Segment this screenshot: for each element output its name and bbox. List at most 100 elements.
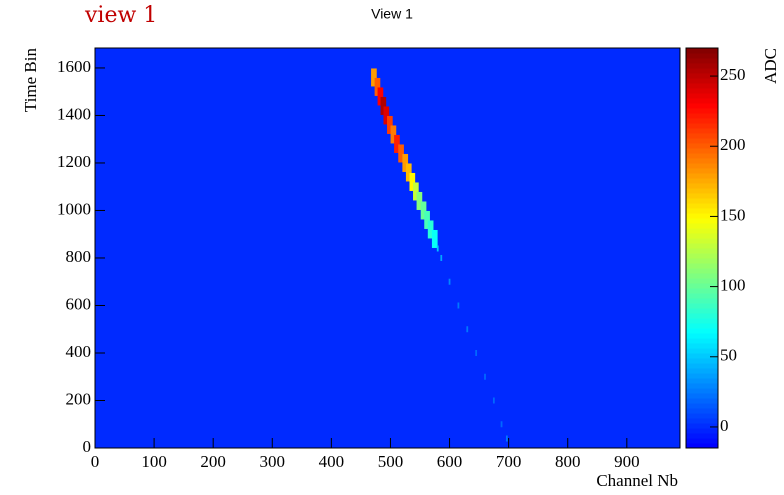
hit	[457, 302, 460, 309]
colorbar-band	[686, 172, 718, 179]
colorbar-band	[686, 357, 718, 364]
colorbar-band	[686, 82, 718, 89]
colorbar-band	[686, 137, 718, 144]
hit	[416, 191, 423, 210]
colorbar-band	[686, 442, 718, 449]
colorbar-band	[686, 252, 718, 259]
colorbar-band	[686, 232, 718, 239]
colorbar-band	[686, 367, 718, 374]
x-tick-label: 100	[141, 452, 167, 471]
colorbar-band	[686, 112, 718, 119]
colorbar-band	[686, 77, 718, 84]
hit	[427, 220, 434, 239]
chart-title: View 1	[371, 6, 413, 22]
colorbar-band	[686, 187, 718, 194]
hit	[409, 172, 416, 191]
y-tick-label: 0	[83, 437, 92, 456]
colorbar-band	[686, 332, 718, 339]
y-tick-label: 1400	[57, 104, 91, 123]
y-tick-label: 200	[66, 389, 92, 408]
colorbar-band	[686, 182, 718, 189]
hit	[466, 326, 469, 333]
x-axis-label: Channel Nb	[596, 471, 678, 490]
x-tick-label: 600	[437, 452, 463, 471]
colorbar-band	[686, 132, 718, 139]
colorbar-band	[686, 327, 718, 334]
colorbar-band	[686, 97, 718, 104]
x-tick-label: 300	[260, 452, 286, 471]
x-tick-label: 800	[555, 452, 581, 471]
hit	[436, 245, 439, 252]
x-tick-label: 200	[200, 452, 226, 471]
colorbar-band	[686, 227, 718, 234]
colorbar-band	[686, 287, 718, 294]
colorbar-band	[686, 167, 718, 174]
colorbar-band	[686, 387, 718, 394]
plot-frame	[94, 47, 681, 449]
colorbar-band	[686, 342, 718, 349]
colorbar-band	[686, 107, 718, 114]
x-tick-label: 700	[496, 452, 522, 471]
colorbar-band	[686, 242, 718, 249]
hit	[484, 373, 486, 380]
hit	[387, 115, 393, 134]
hit	[505, 435, 508, 442]
x-tick-label: 500	[378, 452, 404, 471]
colorbar-band	[686, 282, 718, 289]
colorbar-band	[686, 202, 718, 209]
colorbar-band	[686, 302, 718, 309]
colorbar-band	[686, 337, 718, 344]
colorbar-band	[686, 257, 718, 264]
hit	[398, 144, 404, 163]
hit	[424, 210, 430, 229]
colorbar-band	[686, 162, 718, 169]
colorbar-tick-label: 200	[720, 135, 746, 154]
colorbar-band	[686, 437, 718, 444]
colorbar-band	[686, 422, 718, 429]
colorbar-band	[686, 247, 718, 254]
colorbar-band	[686, 207, 718, 214]
hit	[448, 278, 451, 285]
hit	[420, 201, 427, 220]
colorbar-band	[686, 177, 718, 184]
colorbar-band	[686, 152, 718, 159]
colorbar-band	[686, 192, 718, 199]
colorbar-tick-label: 150	[720, 205, 746, 224]
y-axis-label: Time Bin	[21, 48, 40, 113]
hit	[383, 106, 390, 125]
colorbar-band	[686, 57, 718, 64]
colorbar-band	[686, 307, 718, 314]
colorbar-band	[686, 52, 718, 59]
x-tick-label: 400	[319, 452, 345, 471]
colorbar-tick-label: 0	[720, 416, 729, 435]
hit	[431, 229, 438, 248]
colorbar-band	[686, 127, 718, 134]
colorbar-band	[686, 72, 718, 79]
colorbar-band	[686, 147, 718, 154]
colorbar-band	[686, 382, 718, 389]
colorbar-band	[686, 142, 718, 149]
colorbar-band	[686, 197, 718, 204]
colorbar-band	[686, 47, 718, 54]
colorbar-band	[686, 312, 718, 319]
hit	[377, 87, 384, 106]
colorbar-frame	[685, 47, 719, 449]
colorbar-tick-label: 50	[720, 346, 737, 365]
hit	[500, 421, 503, 428]
hit	[440, 254, 443, 261]
colorbar-tick-label: 100	[720, 276, 746, 295]
hit	[402, 153, 409, 172]
y-tick-label: 1000	[57, 199, 91, 218]
colorbar-label: ADC	[761, 48, 780, 84]
y-tick-label: 600	[66, 294, 92, 313]
hit	[380, 96, 387, 115]
y-tick-label: 1600	[57, 57, 91, 76]
colorbar-band	[686, 372, 718, 379]
colorbar-band	[686, 352, 718, 359]
colorbar-band	[686, 377, 718, 384]
colorbar-band	[686, 222, 718, 229]
hit	[475, 349, 478, 356]
colorbar-band	[686, 267, 718, 274]
colorbar-band	[686, 362, 718, 369]
colorbar-band	[686, 102, 718, 109]
